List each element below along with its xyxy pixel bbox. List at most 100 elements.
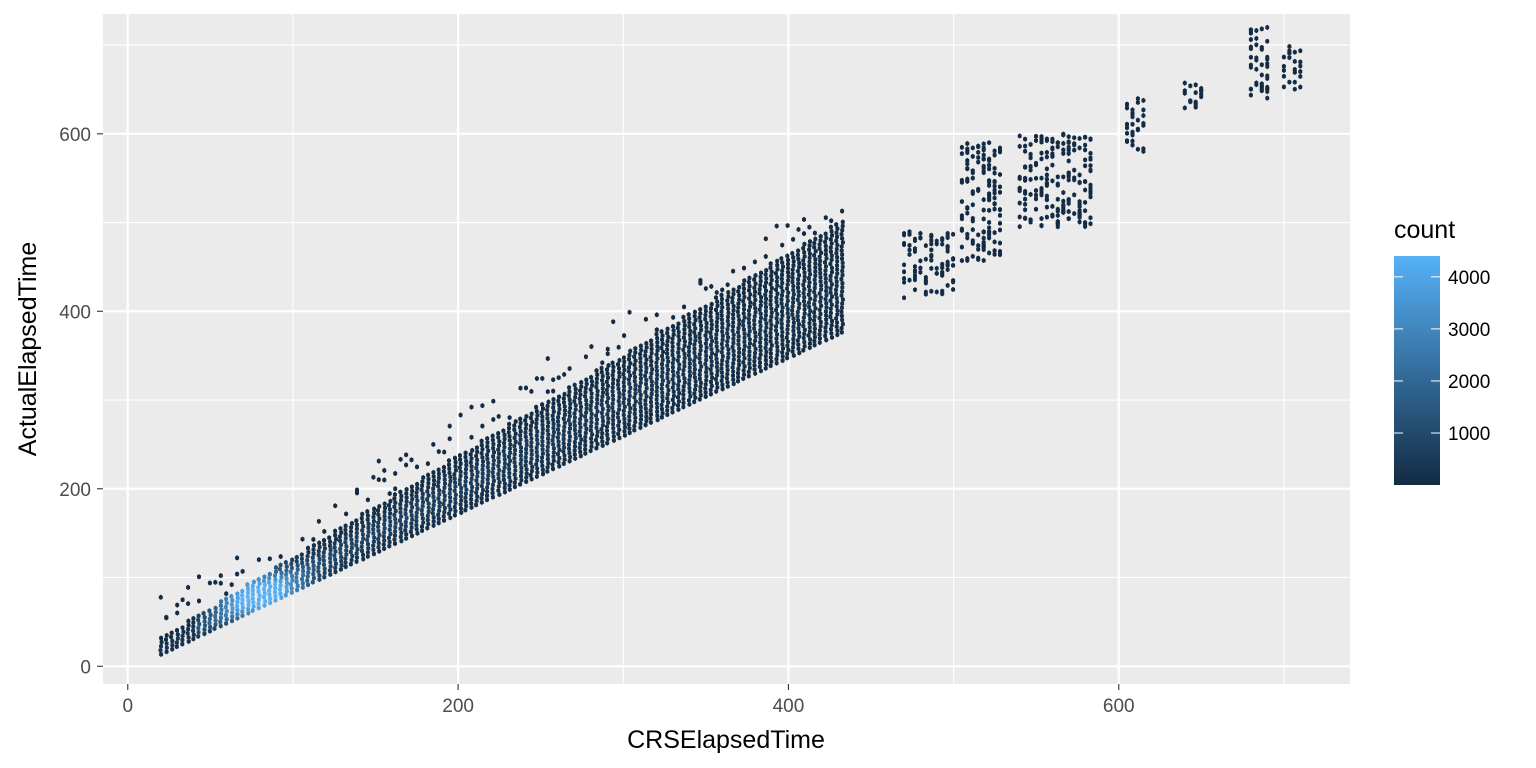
hexbin-cell	[1023, 175, 1028, 181]
hexbin-cell	[371, 543, 376, 549]
hexbin-cell	[791, 332, 796, 338]
hexbin-cell	[403, 511, 408, 517]
hexbin-cell	[682, 375, 687, 381]
hexbin-cell	[835, 299, 840, 305]
hexbin-cell	[431, 522, 436, 529]
hexbin-cell	[257, 593, 262, 599]
hexbin-cell	[1281, 54, 1286, 60]
hexbin-cell	[361, 552, 365, 558]
hexbin-cell	[834, 250, 839, 256]
hexbin-cell	[311, 551, 316, 557]
hexbin-cell	[819, 250, 824, 256]
hexbin-cell	[790, 271, 795, 277]
hexbin-cell	[834, 230, 839, 236]
hexbin-cell	[780, 349, 785, 356]
hexbin-cell	[779, 300, 784, 307]
hexbin-cell	[579, 404, 583, 410]
hexbin-cell	[279, 574, 284, 580]
hexbin-cell	[186, 601, 191, 607]
hexbin-cell	[577, 445, 582, 451]
hexbin-cell	[480, 423, 485, 429]
hexbin-cell	[714, 376, 718, 382]
hexbin-cell	[382, 467, 387, 474]
hexbin-cell	[196, 625, 201, 631]
hexbin-cell	[774, 307, 778, 313]
hexbin-cell	[981, 207, 986, 213]
hexbin-cell	[709, 326, 714, 332]
hexbin-cell	[284, 584, 289, 590]
hexbin-cell	[791, 258, 796, 265]
hexbin-cell	[704, 328, 709, 334]
hexbin-cell	[371, 522, 376, 528]
hexbin-cell	[507, 474, 512, 480]
hexbin-cell	[660, 410, 665, 416]
hexbin-cell	[519, 449, 523, 455]
hexbin-cell	[300, 584, 305, 590]
hexbin-cell	[572, 427, 577, 433]
hexbin-cell	[703, 340, 708, 347]
hexbin-cell	[372, 510, 377, 516]
hexbin-cell	[306, 549, 311, 555]
hexbin-cell	[584, 381, 589, 387]
hexbin-cell	[998, 220, 1002, 226]
hexbin-cell	[360, 519, 365, 525]
hexbin-cell	[1039, 222, 1044, 228]
hexbin-cell	[929, 241, 934, 247]
hexbin-cell	[666, 334, 671, 340]
hexbin-cell	[409, 500, 414, 506]
hexbin-cell	[951, 231, 956, 237]
hexbin-cell	[485, 444, 490, 450]
hexbin-cell	[741, 290, 746, 296]
hexbin-cell	[720, 321, 725, 327]
hexbin-cell	[817, 290, 822, 297]
hexbin-cell	[987, 235, 992, 241]
hexbin-cell	[595, 408, 600, 415]
hexbin-cell	[349, 528, 353, 535]
hexbin-cell	[671, 368, 675, 374]
hexbin-cell	[1135, 146, 1140, 152]
hexbin-cell	[305, 578, 310, 584]
hexbin-cell	[703, 285, 708, 292]
hexbin-cell	[328, 547, 333, 553]
hexbin-cell	[992, 190, 997, 196]
hexbin-cell	[191, 619, 196, 626]
hexbin-cell	[774, 336, 779, 342]
hexbin-cell	[763, 328, 768, 335]
hexbin-cell	[757, 331, 762, 337]
hexbin-cell	[840, 219, 845, 225]
hexbin-cell	[519, 465, 524, 471]
hexbin-cell	[502, 485, 507, 491]
hexbin-cell	[583, 438, 588, 444]
hexbin-cell	[562, 456, 567, 463]
hexbin-cell	[1287, 50, 1292, 56]
hexbin-cell	[824, 255, 829, 261]
hexbin-cell	[834, 238, 839, 244]
hexbin-cell	[923, 256, 928, 262]
hexbin-cell	[697, 335, 702, 341]
hexbin-cell	[785, 222, 790, 229]
hexbin-cell	[229, 601, 234, 608]
hexbin-cell	[781, 345, 785, 351]
hexbin-cell	[561, 440, 566, 446]
hexbin-cell	[1182, 88, 1187, 94]
hexbin-cell	[579, 379, 584, 386]
hexbin-cell	[382, 509, 387, 515]
hexbin-cell	[726, 293, 731, 300]
hexbin-cell	[572, 398, 577, 404]
hexbin-cell	[758, 347, 763, 354]
hexbin-cell	[622, 420, 627, 426]
hexbin-cell	[545, 468, 550, 474]
hexbin-cell	[742, 314, 747, 320]
hexbin-cell	[1044, 214, 1049, 220]
hexbin-cell	[976, 246, 981, 252]
hexbin-cell	[616, 378, 621, 384]
hexbin-cell	[644, 410, 649, 416]
hexbin-cell	[492, 449, 496, 455]
hexbin-cell	[970, 175, 975, 181]
hexbin-cell	[981, 156, 986, 162]
hexbin-cell	[823, 280, 828, 286]
hexbin-cell	[551, 445, 556, 451]
hexbin-cell	[343, 527, 348, 533]
hexbin-cell	[796, 276, 801, 282]
hexbin-cell	[780, 292, 784, 298]
